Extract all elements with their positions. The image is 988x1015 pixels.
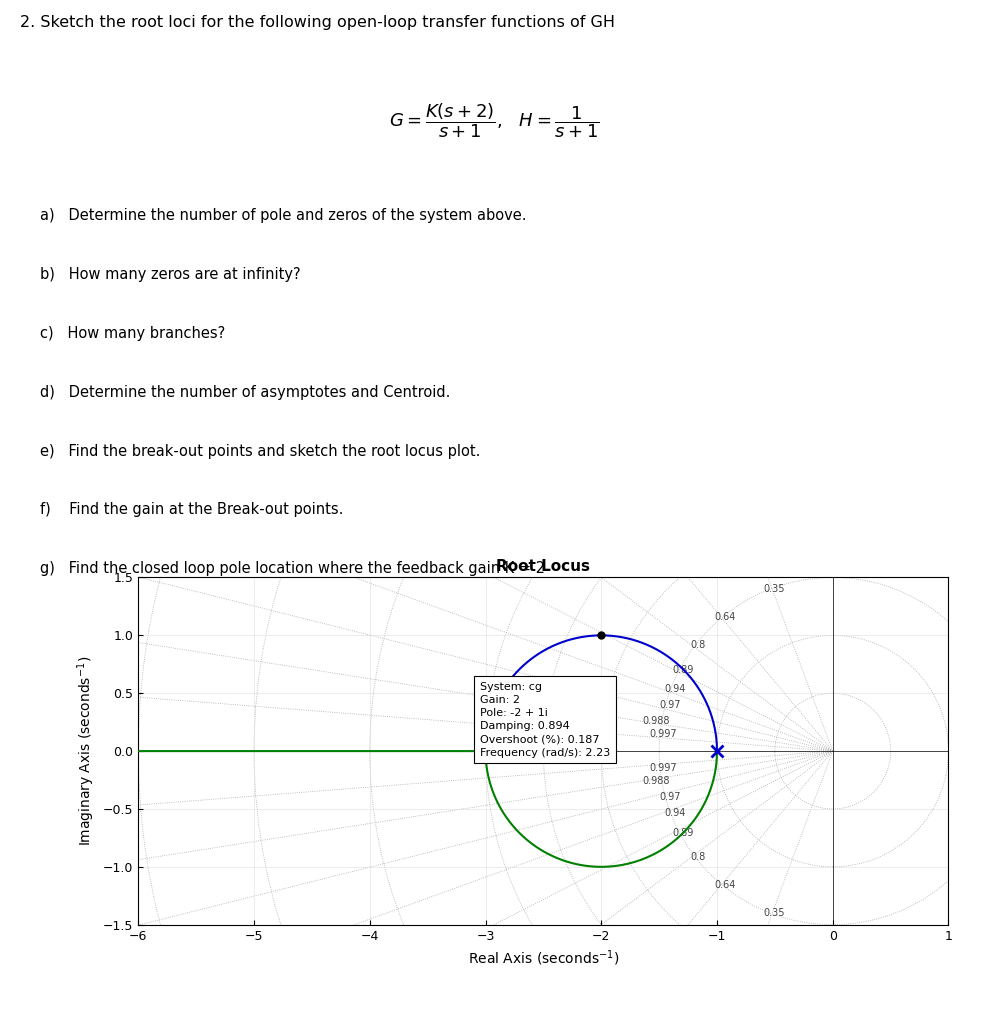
Text: 0.89: 0.89: [673, 827, 695, 837]
Title: Root Locus: Root Locus: [496, 558, 591, 573]
Text: e)   Find the break-out points and sketch the root locus plot.: e) Find the break-out points and sketch …: [40, 444, 480, 459]
Text: 0.35: 0.35: [764, 908, 784, 919]
Text: 0.988: 0.988: [643, 716, 671, 726]
Text: d)   Determine the number of asymptotes and Centroid.: d) Determine the number of asymptotes an…: [40, 385, 450, 400]
Text: 0.997: 0.997: [649, 763, 677, 773]
Text: 0.94: 0.94: [664, 684, 686, 694]
Text: 0.8: 0.8: [691, 640, 706, 651]
Text: 0.97: 0.97: [659, 792, 681, 802]
Text: f)    Find the gain at the Break-out points.: f) Find the gain at the Break-out points…: [40, 502, 343, 518]
Text: $G = \dfrac{K(s + 2)}{s + 1}$,   $H = \dfrac{1}{s + 1}$: $G = \dfrac{K(s + 2)}{s + 1}$, $H = \dfr…: [388, 102, 600, 140]
Text: 0.8: 0.8: [691, 852, 706, 862]
Text: b)   How many zeros are at infinity?: b) How many zeros are at infinity?: [40, 267, 300, 282]
Text: a)   Determine the number of pole and zeros of the system above.: a) Determine the number of pole and zero…: [40, 208, 526, 223]
Text: 0.988: 0.988: [643, 776, 671, 787]
Text: 0.89: 0.89: [673, 665, 695, 675]
Text: 2. Sketch the root loci for the following open-loop transfer functions of GH: 2. Sketch the root loci for the followin…: [20, 15, 615, 30]
Text: c)   How many branches?: c) How many branches?: [40, 326, 224, 341]
Text: 0.35: 0.35: [764, 584, 784, 594]
Text: 0.94: 0.94: [664, 808, 686, 818]
Text: System: cg
Gain: 2
Pole: -2 + 1i
Damping: 0.894
Overshoot (%): 0.187
Frequency (: System: cg Gain: 2 Pole: -2 + 1i Damping…: [480, 682, 610, 757]
Text: 0.64: 0.64: [714, 612, 736, 622]
Text: g)   Find the closed loop pole location where the feedback gain K = 2: g) Find the closed loop pole location wh…: [40, 561, 544, 577]
Text: 0.97: 0.97: [659, 700, 681, 710]
Y-axis label: Imaginary Axis (seconds$^{-1}$): Imaginary Axis (seconds$^{-1}$): [76, 656, 98, 847]
X-axis label: Real Axis (seconds$^{-1}$): Real Axis (seconds$^{-1}$): [467, 948, 619, 967]
Text: 0.64: 0.64: [714, 880, 736, 890]
Text: 0.997: 0.997: [649, 729, 677, 739]
